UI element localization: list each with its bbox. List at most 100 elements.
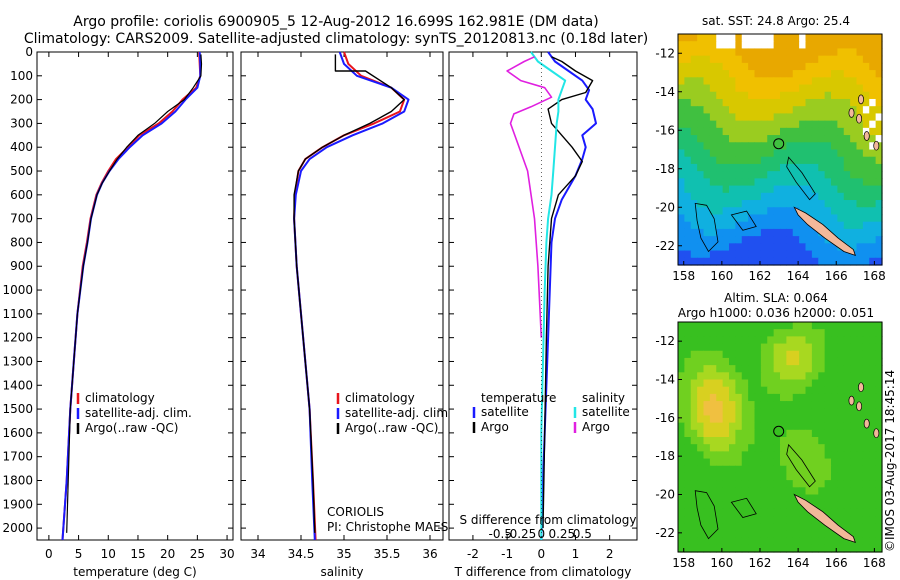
map-cell: [862, 113, 870, 122]
map-cell: [811, 243, 819, 252]
map-cell: [729, 386, 736, 395]
map-cell: [748, 120, 756, 129]
map-cell: [862, 480, 870, 488]
map-cell: [767, 127, 775, 136]
map-cell: [786, 336, 794, 345]
map-cell: [786, 84, 794, 93]
map-cell: [684, 501, 692, 510]
map-cell: [786, 70, 794, 78]
map-cell: [786, 501, 794, 510]
map-cell: [722, 544, 730, 553]
map-cell: [818, 250, 826, 259]
map-cell: [831, 84, 838, 93]
map-cell: [716, 207, 724, 216]
map-cell: [741, 408, 749, 417]
map-cell: [792, 77, 800, 86]
map-cell: [856, 365, 864, 373]
map-cell: [735, 243, 743, 252]
map-cell: [862, 171, 870, 179]
map-cell: [875, 70, 883, 78]
map-cell: [862, 393, 870, 402]
map-cell: [792, 523, 800, 532]
map-cell: [811, 200, 819, 208]
map-cell: [799, 257, 807, 266]
x-tick-label: 35.5: [374, 547, 401, 561]
map-cell: [767, 480, 775, 488]
map-cell: [875, 494, 883, 503]
map-cell: [748, 91, 756, 100]
map-cell: [678, 357, 685, 366]
map-cell: [805, 437, 813, 445]
map-cell: [767, 84, 775, 93]
map-cell: [754, 336, 762, 345]
map-cell: [869, 379, 877, 388]
map-cell: [856, 257, 864, 266]
map-cell: [831, 156, 838, 165]
map-cell: [709, 322, 717, 330]
map-cell: [690, 250, 698, 259]
map-cell: [760, 120, 768, 129]
map-cell: [729, 142, 736, 151]
map-cell: [741, 437, 749, 445]
map-cell: [767, 357, 775, 366]
map-cell: [786, 221, 794, 230]
map-cell: [729, 34, 736, 42]
map-cell: [729, 91, 736, 100]
map-cell: [729, 444, 736, 452]
map-cell: [786, 250, 794, 259]
map-cell: [748, 163, 756, 172]
map-cell: [869, 91, 877, 100]
map-cell: [786, 55, 794, 64]
map-cell: [690, 207, 698, 216]
map-cell: [824, 207, 832, 216]
map-cell: [767, 221, 775, 230]
map-cell: [773, 429, 781, 438]
map-cell: [780, 200, 787, 208]
map-cell: [722, 487, 730, 496]
map-cell: [735, 357, 743, 366]
map-cell: [748, 250, 756, 259]
map-cell: [818, 106, 826, 115]
series-line: [66, 54, 203, 533]
map-cell: [729, 458, 736, 467]
map-cell: [818, 142, 826, 151]
map-cell: [843, 156, 851, 165]
map-cell: [684, 200, 692, 208]
map-cell: [805, 156, 813, 165]
map-cell: [862, 120, 870, 129]
map-cell: [869, 106, 877, 115]
map-cell: [869, 41, 877, 50]
map-cell: [729, 415, 736, 424]
map-cell: [716, 487, 724, 496]
map-cell: [773, 322, 781, 330]
map-cell: [843, 192, 851, 201]
map-cell: [697, 250, 705, 259]
map-cell: [697, 386, 705, 395]
map-cell: [703, 113, 711, 122]
map-cell: [805, 530, 813, 539]
map-cell: [818, 185, 826, 194]
map-cell: [837, 41, 845, 50]
map-cell: [837, 257, 845, 266]
map-cell: [735, 200, 743, 208]
map-cell: [697, 149, 705, 158]
map-cell: [703, 207, 711, 216]
map-cell: [856, 465, 864, 474]
map-cell: [824, 501, 832, 510]
map-cell: [722, 444, 730, 452]
map-cell: [716, 228, 724, 237]
map-cell: [786, 149, 794, 158]
map-cell: [869, 84, 877, 93]
map-cell: [754, 494, 762, 503]
map-cell: [786, 544, 794, 553]
map-cell: [709, 135, 717, 143]
map-cell: [850, 408, 858, 417]
map-cell: [697, 537, 705, 546]
map-cell: [786, 120, 794, 129]
map-cell: [786, 343, 794, 352]
map-cell: [843, 163, 851, 172]
map-cell: [818, 537, 826, 546]
map-cell: [780, 163, 787, 172]
map-cell: [780, 465, 787, 474]
map-cell: [716, 77, 724, 86]
